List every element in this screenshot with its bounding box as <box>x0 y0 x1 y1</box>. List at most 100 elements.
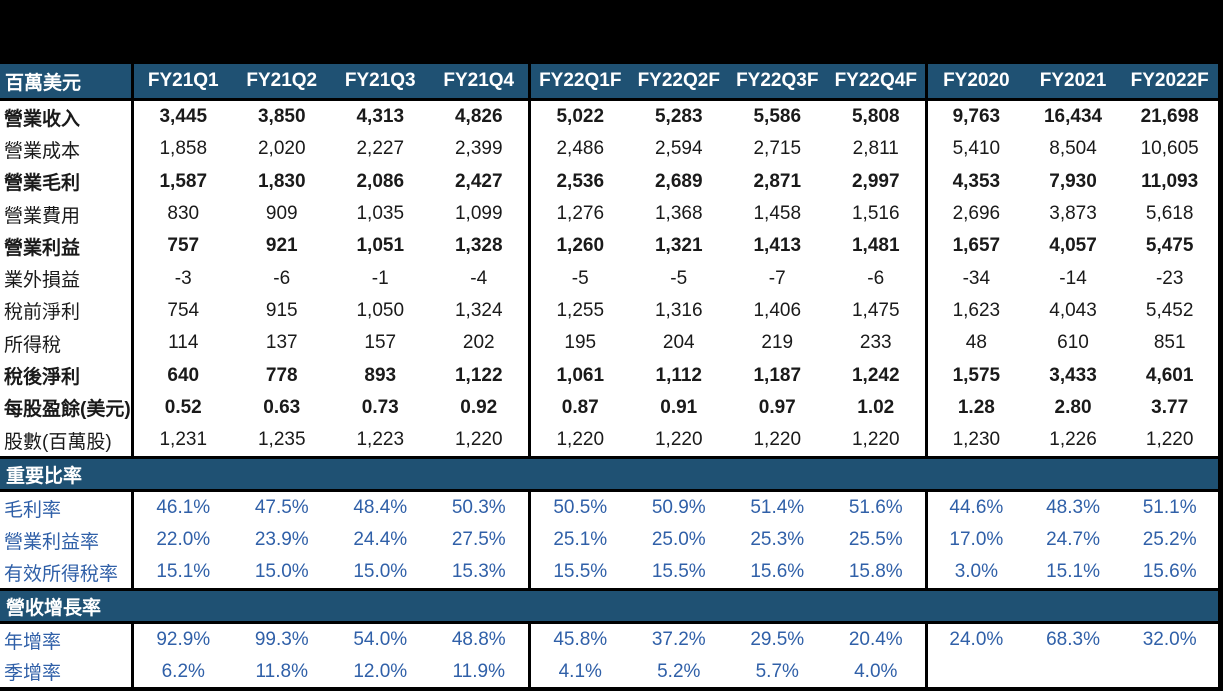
table-cell: 114 <box>134 327 233 360</box>
table-cell: 830 <box>134 197 233 231</box>
table-cell: 15.0% <box>331 556 430 589</box>
table-cell: 1,220 <box>531 423 630 457</box>
table-cell: 0.92 <box>429 391 528 424</box>
table-cell: 2,486 <box>531 133 630 166</box>
table-row: 稅後淨利 640 778 893 1,122 1,061 1,112 1,187 1,242 1,… <box>0 359 1218 392</box>
table-cell: 27.5% <box>429 524 528 557</box>
table-cell: 851 <box>1121 327 1218 360</box>
column-group-divider <box>131 359 134 392</box>
table-cell: 1,051 <box>331 230 430 263</box>
column-group-divider <box>528 294 531 328</box>
table-cell: 51.6% <box>826 492 925 525</box>
table-cell <box>928 655 1025 688</box>
column-group-divider <box>925 556 928 589</box>
table-cell: 219 <box>728 327 827 360</box>
table-row: 營業毛利 1,587 1,830 2,086 2,427 2,536 2,689 2,871 2… <box>0 165 1218 198</box>
table-cell: 0.87 <box>531 391 630 424</box>
column-group-divider <box>131 101 134 134</box>
table-row: 業外損益 -3 -6 -1 -4 -5 -5 -7 -6 -34 -14 -23 <box>0 262 1218 295</box>
table-cell: 46.1% <box>134 492 233 525</box>
column-header: FY22Q1F <box>531 64 630 98</box>
ratio-section-banner: 重要比率 <box>0 459 1218 490</box>
table-cell: 8,504 <box>1024 133 1122 166</box>
table-cell: 1,316 <box>629 294 728 328</box>
table-row: 有效所得稅率 15.1% 15.0% 15.0% 15.3% 15.5% 15.5% 15.6… <box>0 556 1218 589</box>
table-cell: 4,313 <box>331 101 430 134</box>
table-cell: 137 <box>232 327 331 360</box>
table-cell: 5,410 <box>928 133 1025 166</box>
table-cell: 5,586 <box>728 101 827 134</box>
row-label: 每股盈餘(美元) <box>0 391 131 424</box>
column-group-divider <box>528 101 531 134</box>
table-cell: 24.0% <box>928 624 1025 656</box>
column-header: FY2022F <box>1121 64 1218 98</box>
table-cell: 51.1% <box>1121 492 1218 525</box>
column-group-divider <box>528 624 531 656</box>
table-cell: 22.0% <box>134 524 233 557</box>
table-cell: -4 <box>429 262 528 295</box>
table-cell: 1,035 <box>331 197 430 231</box>
table-cell: 17.0% <box>928 524 1025 557</box>
table-cell: 1,050 <box>331 294 430 328</box>
table-cell: 1.28 <box>928 391 1025 424</box>
table-cell: 21,698 <box>1121 101 1218 134</box>
table-cell: 1,475 <box>826 294 925 328</box>
table-cell: -34 <box>928 262 1025 295</box>
table-cell: 32.0% <box>1121 624 1218 656</box>
table-cell: 10,605 <box>1121 133 1218 166</box>
row-label: 股數(百萬股) <box>0 423 131 457</box>
table-cell: 99.3% <box>232 624 331 656</box>
table-cell: 92.9% <box>134 624 233 656</box>
table-cell: 23.9% <box>232 524 331 557</box>
column-header: FY22Q4F <box>826 64 925 98</box>
row-label: 營業成本 <box>0 133 131 166</box>
column-group-divider <box>925 624 928 656</box>
column-group-divider <box>925 423 928 457</box>
table-cell: 48.4% <box>331 492 430 525</box>
row-label: 稅後淨利 <box>0 359 131 392</box>
table-cell: 7,930 <box>1024 165 1122 198</box>
table-cell: 50.9% <box>629 492 728 525</box>
table-cell: 15.5% <box>531 556 630 589</box>
column-group-divider <box>131 294 134 328</box>
table-cell: 1,830 <box>232 165 331 198</box>
row-label: 所得稅 <box>0 327 131 360</box>
table-cell: 893 <box>331 359 430 392</box>
column-header: FY2020 <box>928 64 1025 98</box>
table-cell: 24.4% <box>331 524 430 557</box>
table-cell: 15.3% <box>429 556 528 589</box>
table-cell: -3 <box>134 262 233 295</box>
column-group-divider <box>131 391 134 424</box>
row-label: 營業費用 <box>0 197 131 231</box>
column-group-divider <box>925 133 928 166</box>
table-row: 每股盈餘(美元) 0.52 0.63 0.73 0.92 0.87 0.91 0.97 1.02… <box>0 391 1218 424</box>
table-cell: 3.0% <box>928 556 1025 589</box>
table-cell: 25.5% <box>826 524 925 557</box>
table-cell: 1,223 <box>331 423 430 457</box>
table-cell: 4,601 <box>1121 359 1218 392</box>
row-label: 稅前淨利 <box>0 294 131 328</box>
table-cell: 1,657 <box>928 230 1025 263</box>
row-label: 有效所得稅率 <box>0 556 131 589</box>
row-label: 營業毛利 <box>0 165 131 198</box>
table-cell: 37.2% <box>629 624 728 656</box>
table-cell: 1,406 <box>728 294 827 328</box>
table-cell: 1,061 <box>531 359 630 392</box>
table-cell: -23 <box>1121 262 1218 295</box>
table-cell: 1,255 <box>531 294 630 328</box>
table-cell: 4.0% <box>826 655 925 688</box>
column-group-divider <box>925 165 928 198</box>
section-separator <box>0 621 1218 625</box>
column-group-divider <box>131 230 134 263</box>
table-cell: 15.1% <box>1024 556 1122 589</box>
column-group-divider <box>528 423 531 457</box>
column-group-divider <box>131 556 134 589</box>
table-cell: 1,226 <box>1024 423 1122 457</box>
table-cell: -14 <box>1024 262 1122 295</box>
column-group-divider <box>925 294 928 328</box>
table-cell <box>1121 655 1218 688</box>
table-row: 所得稅 114 137 157 202 195 204 219 233 48 610 851 <box>0 327 1218 360</box>
table-cell: 1,368 <box>629 197 728 231</box>
table-cell: 0.52 <box>134 391 233 424</box>
table-cell: 4,826 <box>429 101 528 134</box>
